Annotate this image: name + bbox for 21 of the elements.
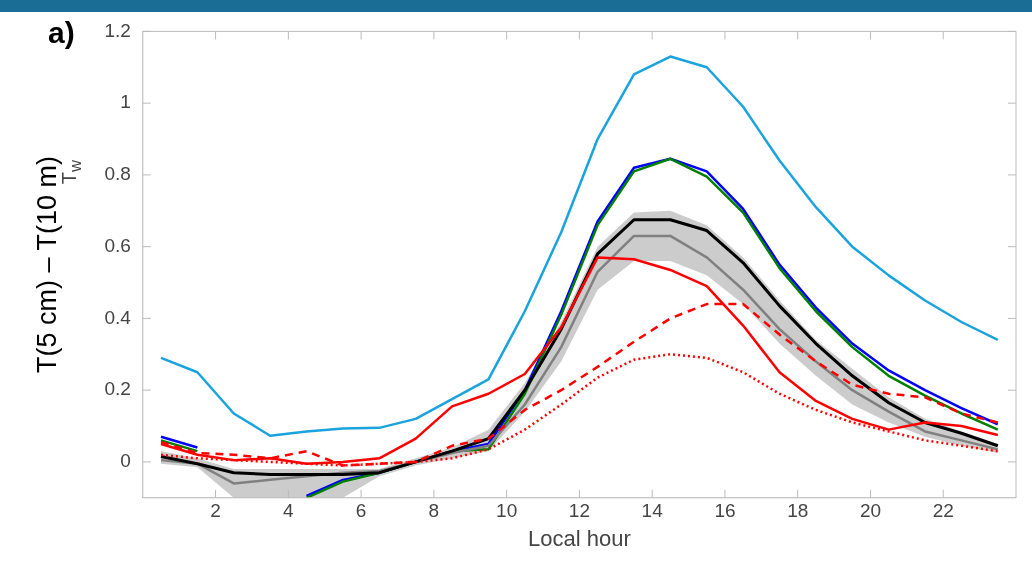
x-tick-label: 22 bbox=[932, 500, 954, 522]
x-tick-label: 20 bbox=[859, 500, 882, 522]
y-tick-label: 1 bbox=[120, 91, 131, 113]
y-tick-label: 0 bbox=[120, 450, 131, 472]
x-tick-label: 18 bbox=[787, 500, 809, 522]
x-tick-label: 2 bbox=[210, 500, 221, 522]
x-tick-label: 10 bbox=[496, 500, 518, 522]
x-tick-label: 12 bbox=[568, 500, 590, 522]
x-tick-label: 4 bbox=[283, 500, 295, 522]
text: a) bbox=[48, 16, 75, 50]
x-tick-label: 6 bbox=[355, 500, 367, 522]
y-tick-label: 1.2 bbox=[104, 19, 131, 41]
y-tick-label: 0.2 bbox=[104, 378, 131, 400]
y-tick-label: 0.6 bbox=[104, 234, 131, 256]
x-tick-label: 8 bbox=[428, 500, 440, 522]
x-tick-label: 16 bbox=[714, 500, 736, 522]
y-axis-title: T(5 cm) – T(10 m) bbox=[31, 156, 62, 374]
x-tick-label: 14 bbox=[641, 500, 664, 522]
y-tick-label: 0.4 bbox=[104, 306, 132, 328]
x-axis-title: Local hour bbox=[528, 525, 631, 551]
y-tick-label: 0.8 bbox=[104, 163, 131, 185]
